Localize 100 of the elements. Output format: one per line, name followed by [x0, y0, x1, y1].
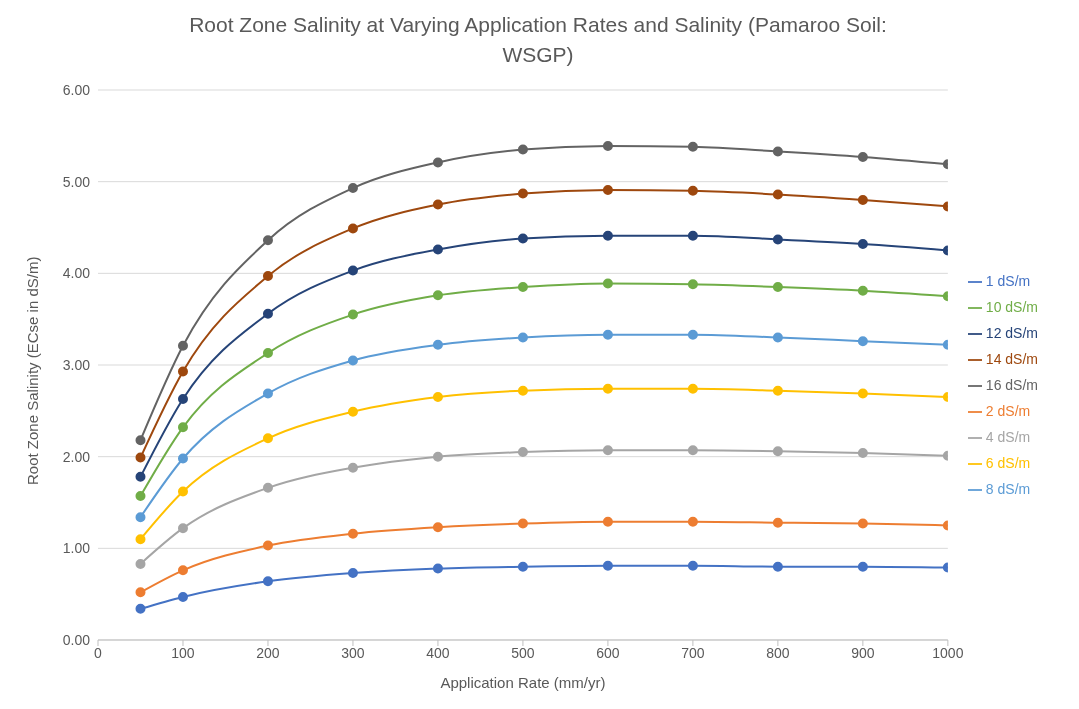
y-axis-title: Root Zone Salinity (ECse in dS/m) — [24, 256, 42, 485]
point — [177, 591, 188, 602]
x-axis-title: Application Rate (mm/yr) — [440, 674, 606, 691]
point — [602, 140, 613, 151]
point — [687, 445, 698, 456]
point — [177, 565, 188, 576]
point — [347, 309, 358, 320]
point — [177, 393, 188, 404]
point — [857, 518, 868, 529]
legend-label: 6 dS/m — [985, 455, 1031, 471]
y-tick-label: 4.00 — [62, 265, 91, 282]
point — [347, 223, 358, 234]
point — [177, 422, 188, 433]
point — [177, 486, 188, 497]
point — [262, 308, 273, 319]
legend-label: 8 dS/m — [985, 481, 1031, 497]
point — [857, 151, 868, 162]
legend-label: 14 dS/m — [985, 351, 1038, 367]
point — [687, 329, 698, 340]
y-tick-label: 0.00 — [62, 631, 91, 648]
point — [602, 184, 613, 195]
legend-label: 2 dS/m — [985, 403, 1031, 419]
point — [347, 462, 358, 473]
x-tick-label: 400 — [426, 644, 450, 661]
y-tick-label: 6.00 — [62, 81, 91, 98]
point — [432, 244, 443, 255]
legend-label: 4 dS/m — [985, 429, 1031, 445]
point — [432, 563, 443, 574]
x-tick-label: 300 — [341, 644, 365, 661]
point — [177, 523, 188, 534]
point — [857, 561, 868, 572]
point — [347, 568, 358, 579]
point — [432, 157, 443, 168]
chart-title: Root Zone Salinity at Varying Application Rates and Salinity (Pamaroo Soil: WSGP) — [188, 12, 888, 68]
point — [772, 146, 783, 157]
point — [177, 340, 188, 351]
point — [135, 558, 146, 569]
point — [135, 512, 146, 523]
point — [262, 271, 273, 282]
point — [135, 491, 146, 502]
point — [772, 282, 783, 293]
point — [857, 195, 868, 205]
point — [347, 265, 358, 276]
point — [687, 185, 698, 196]
y-tick-label: 5.00 — [62, 173, 91, 190]
point — [517, 518, 528, 529]
point — [602, 329, 613, 340]
x-tick-label: 900 — [851, 644, 875, 661]
point — [602, 383, 613, 394]
point — [262, 540, 273, 551]
point — [177, 366, 188, 377]
point — [772, 517, 783, 528]
x-tick-label: 0 — [94, 644, 103, 661]
point — [687, 560, 698, 571]
point — [347, 406, 358, 417]
point — [432, 290, 443, 301]
point — [517, 233, 528, 244]
point — [517, 282, 528, 293]
y-tick-label: 2.00 — [62, 448, 91, 465]
point — [772, 189, 783, 200]
point — [687, 383, 698, 394]
point — [517, 385, 528, 396]
x-tick-label: 1000 — [932, 644, 964, 661]
x-tick-label: 100 — [171, 644, 195, 661]
point — [177, 453, 188, 464]
point — [262, 482, 273, 493]
point — [262, 348, 273, 359]
x-tick-label: 200 — [256, 644, 280, 661]
point — [517, 188, 528, 199]
point — [857, 239, 868, 249]
x-tick-label: 600 — [596, 644, 620, 661]
point — [432, 199, 443, 210]
legend-label: 10 dS/m — [985, 299, 1038, 315]
point — [135, 452, 146, 463]
y-tick-label: 3.00 — [62, 356, 91, 373]
point — [135, 603, 146, 614]
point — [135, 534, 146, 545]
legend-label: 12 dS/m — [985, 325, 1038, 341]
point — [432, 392, 443, 403]
point — [602, 516, 613, 527]
point — [135, 587, 146, 598]
point — [687, 516, 698, 527]
point — [262, 235, 273, 246]
point — [857, 448, 868, 458]
point — [857, 285, 868, 296]
point — [687, 279, 698, 290]
point — [772, 385, 783, 396]
point — [135, 471, 146, 482]
point — [772, 561, 783, 572]
point — [602, 560, 613, 571]
point — [602, 230, 613, 241]
y-tick-label: 1.00 — [62, 540, 91, 557]
point — [347, 183, 358, 194]
point — [687, 230, 698, 241]
point — [347, 528, 358, 539]
x-tick-label: 700 — [681, 644, 705, 661]
point — [347, 355, 358, 366]
point — [262, 433, 273, 444]
point — [432, 522, 443, 533]
point — [772, 234, 783, 245]
